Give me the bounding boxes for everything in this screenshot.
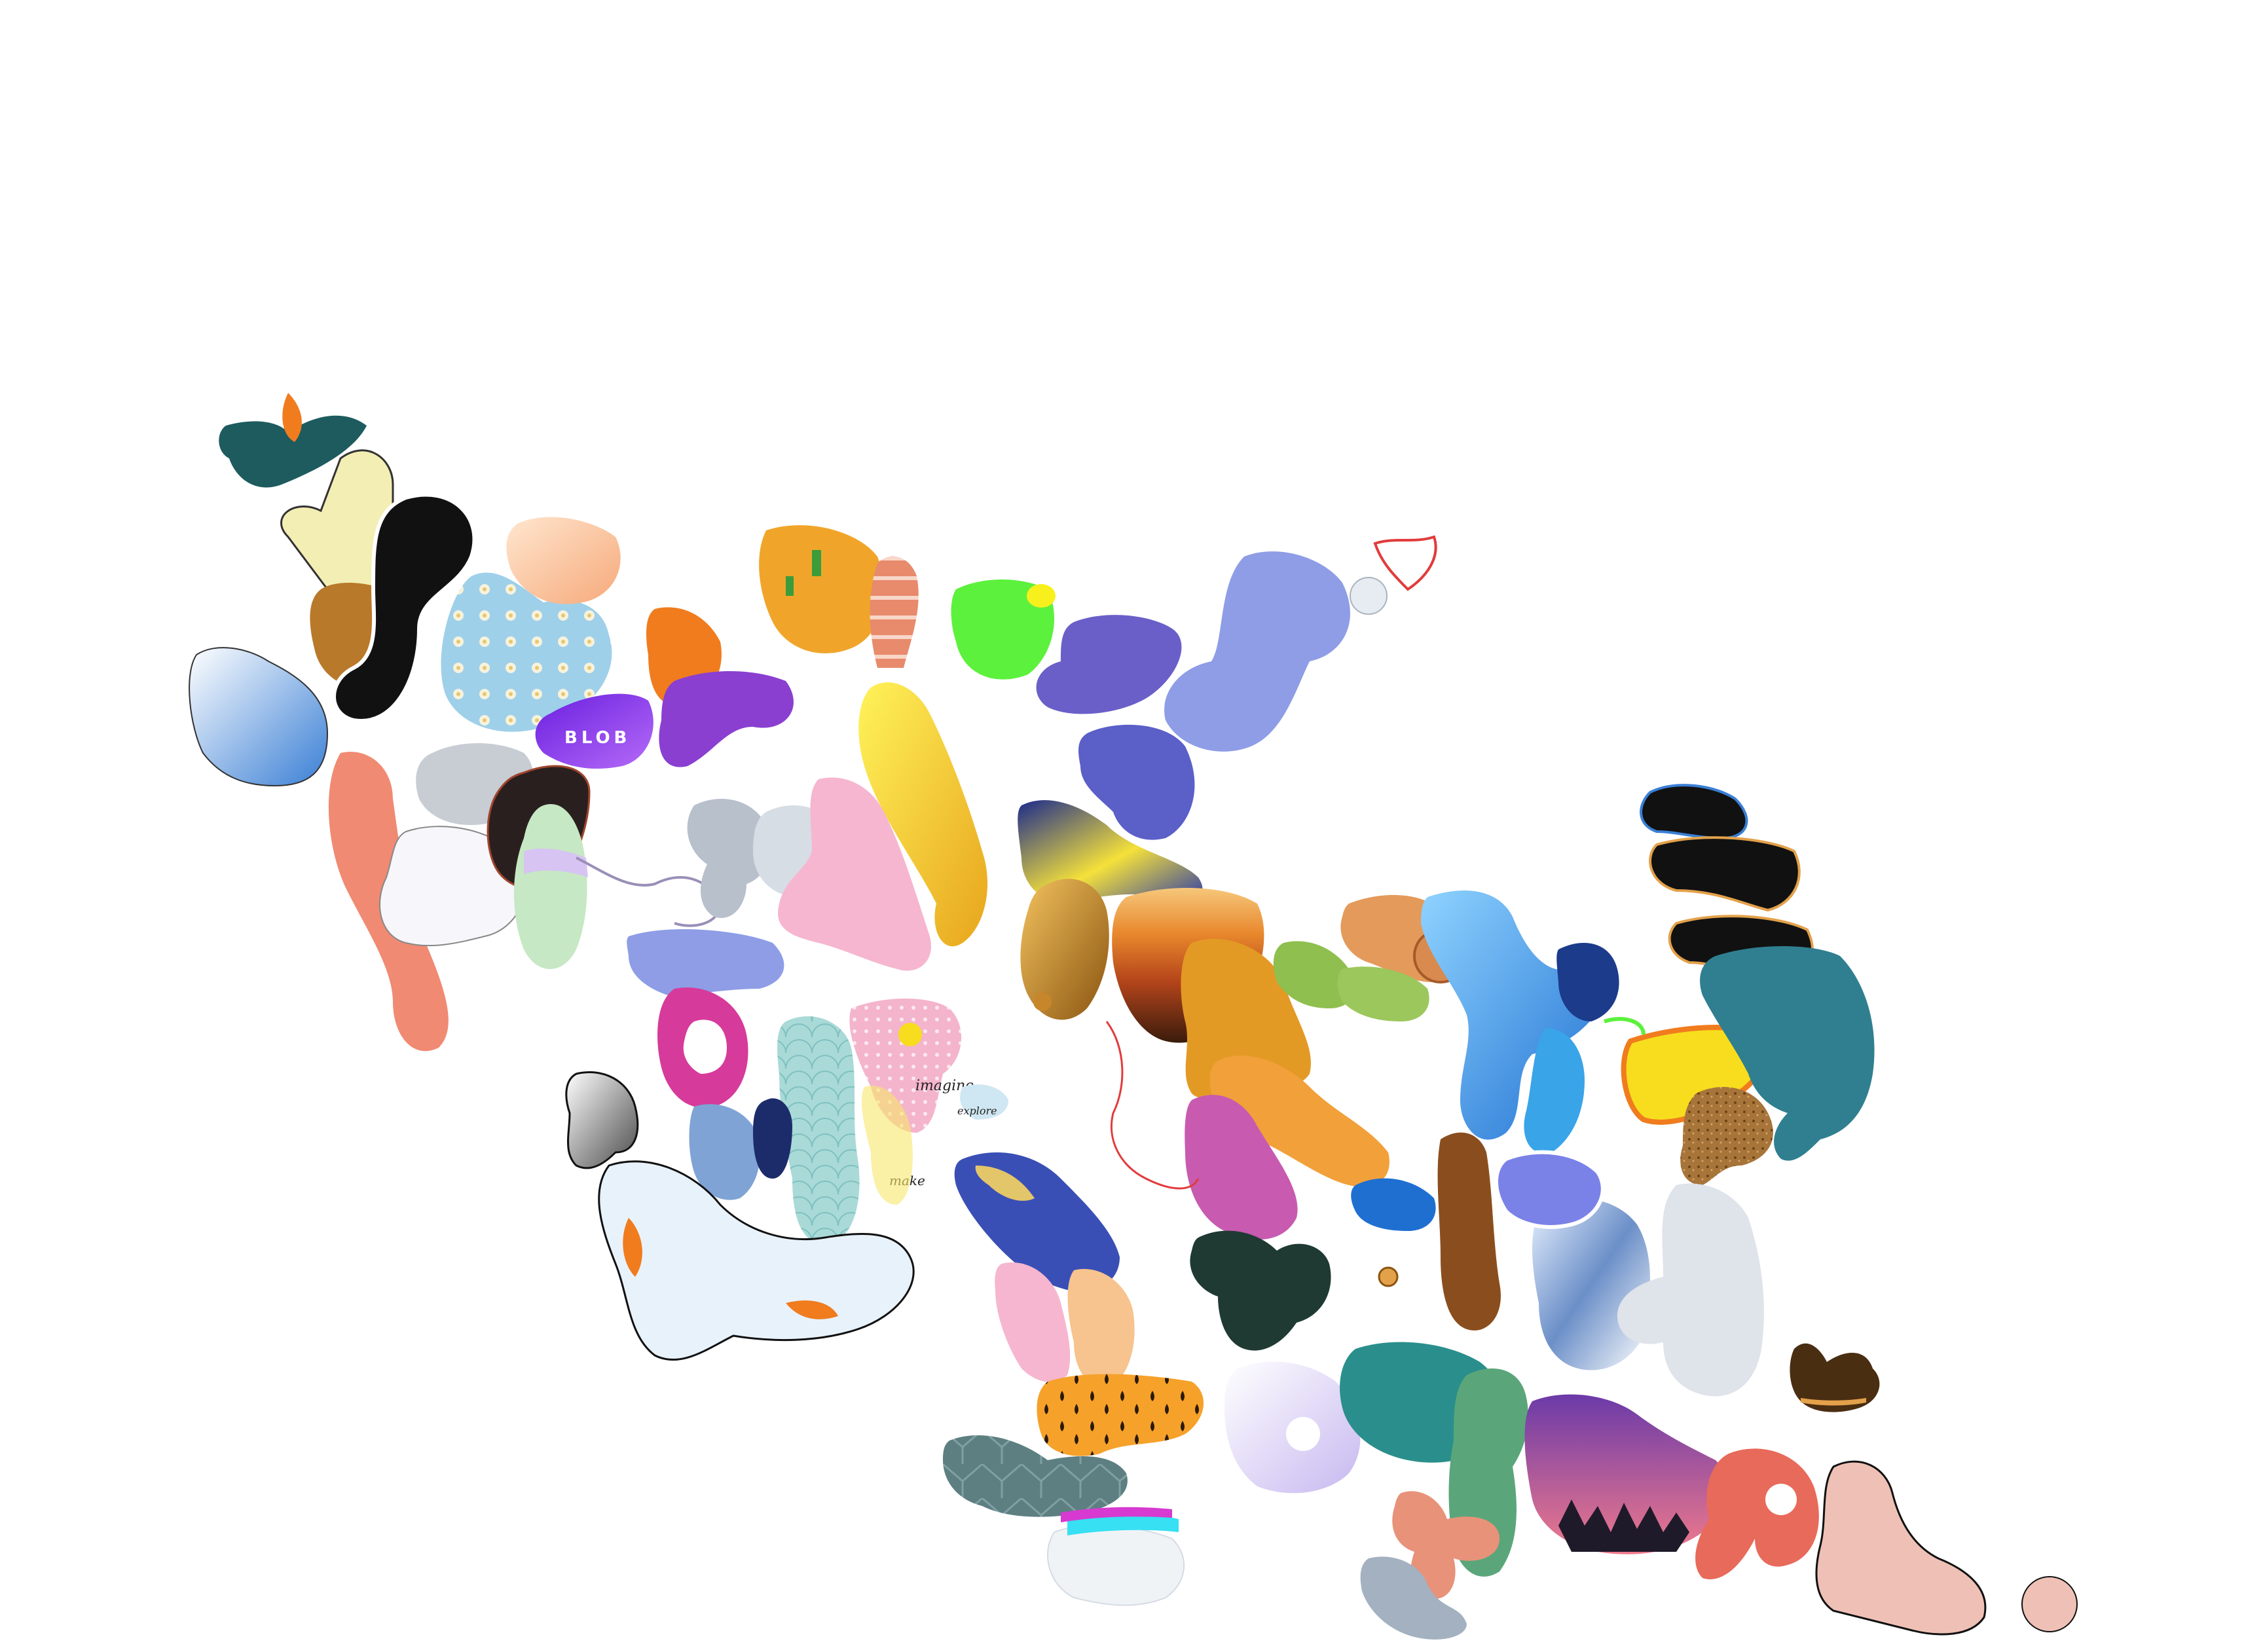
hex-pattern-blob bbox=[943, 1435, 1128, 1517]
cheetah-spot-blob bbox=[1037, 1374, 1204, 1456]
cactus-blob bbox=[759, 525, 884, 653]
tree-trunk-blob bbox=[1437, 1132, 1501, 1331]
red-outline-heart-blob bbox=[1373, 535, 1437, 591]
flame-accent bbox=[623, 1218, 642, 1277]
magenta-sky-stripe bbox=[1061, 1507, 1172, 1522]
ocean-fish-blob bbox=[1700, 946, 1875, 1161]
orange-curve-blob bbox=[1209, 1055, 1389, 1187]
dark-green-blob bbox=[1190, 1230, 1331, 1351]
shell-icon bbox=[1378, 1266, 1399, 1287]
cactus-icon bbox=[812, 550, 821, 576]
pink-wave-blob bbox=[778, 777, 931, 971]
coral-hole bbox=[1765, 1484, 1797, 1515]
coral-gradient-blob bbox=[1695, 1448, 1819, 1579]
blue-wave-blob bbox=[627, 929, 784, 995]
fish-scale-blob bbox=[777, 1016, 860, 1244]
black-stack-blob-2 bbox=[1649, 836, 1801, 912]
explore-text: explore bbox=[957, 1105, 997, 1117]
gold-gradient-blob bbox=[1020, 879, 1109, 1020]
green-outline-blob bbox=[1604, 1017, 1646, 1035]
gold-drop bbox=[1033, 993, 1052, 1011]
snowy-mountain-blob bbox=[1047, 1524, 1185, 1606]
peach-circle bbox=[2021, 1576, 2078, 1632]
lavender-stripe bbox=[524, 848, 588, 877]
white-orb bbox=[1286, 1417, 1320, 1451]
yellow-navy-glow-blob bbox=[1018, 799, 1203, 904]
slate-ring-blob bbox=[1360, 1556, 1467, 1640]
orange-flame-icon bbox=[282, 393, 302, 442]
flame-accent-2 bbox=[786, 1300, 838, 1319]
teal-flower-blob bbox=[219, 415, 367, 488]
magenta-blob bbox=[1185, 1095, 1298, 1240]
confetti-blob bbox=[960, 1084, 1008, 1120]
magenta-target-inner bbox=[683, 1019, 727, 1074]
pine-trees bbox=[1558, 1499, 1689, 1552]
sky-blue-blob bbox=[1421, 890, 1609, 1140]
peach-outline-blob bbox=[1815, 1460, 1987, 1636]
yellow-yolk-icon bbox=[1027, 584, 1056, 608]
string-outline-blob bbox=[576, 856, 722, 927]
red-outline-squiggle bbox=[1105, 1021, 1200, 1190]
olive-blob bbox=[1273, 941, 1355, 1008]
peach-glow-blob bbox=[506, 517, 621, 604]
blue-gradient-blob bbox=[189, 647, 329, 787]
bacon-strip-blob bbox=[870, 556, 919, 668]
blob-text: BLOB bbox=[564, 728, 631, 748]
pearl-sphere bbox=[1350, 577, 1388, 615]
navy-oval-blob bbox=[753, 1098, 792, 1179]
violet-wave-blob bbox=[659, 671, 794, 767]
yellow-flower-icon bbox=[898, 1023, 922, 1046]
purple-blob-label bbox=[535, 693, 653, 769]
grayscale-gradient-blob bbox=[565, 1071, 639, 1169]
koi-pond-blob bbox=[598, 1160, 915, 1361]
cyan-sky-stripe bbox=[1067, 1514, 1179, 1535]
navy-curl-blob bbox=[1556, 943, 1619, 1021]
black-stack-blob bbox=[1640, 784, 1748, 840]
gray-wash-blob bbox=[687, 799, 772, 918]
floral-pattern-blob bbox=[441, 572, 612, 732]
cork-texture-blob bbox=[1680, 1087, 1773, 1185]
cactus-icon-2 bbox=[786, 576, 794, 596]
blue-dot-blob bbox=[689, 1104, 760, 1200]
water-wave-blob bbox=[1351, 1178, 1436, 1231]
yellow-panel-blob bbox=[861, 1086, 913, 1205]
light-gray-blob bbox=[1617, 1183, 1764, 1397]
peach-hands-blob bbox=[1067, 1269, 1135, 1388]
yellow-drip-blob bbox=[858, 682, 988, 947]
galaxy-purple-blob bbox=[1036, 615, 1182, 714]
gold-hand-icon bbox=[975, 1166, 1035, 1201]
lime-green-blob bbox=[951, 579, 1054, 680]
black-white-swirl-blob bbox=[332, 492, 477, 723]
blue-text-blob bbox=[1078, 724, 1195, 840]
blue-wave-stripe bbox=[1524, 1028, 1585, 1154]
pink-hands-blob bbox=[995, 1262, 1071, 1382]
periwinkle-swirl-blob bbox=[1164, 551, 1350, 752]
pastel-striped-blob bbox=[514, 804, 587, 969]
brown-cat-blob bbox=[1790, 1343, 1880, 1412]
green-leaf-blob bbox=[1337, 966, 1429, 1021]
violet-ring-blob bbox=[1494, 1150, 1605, 1229]
gold-pattern-stripe bbox=[1801, 1398, 1866, 1406]
